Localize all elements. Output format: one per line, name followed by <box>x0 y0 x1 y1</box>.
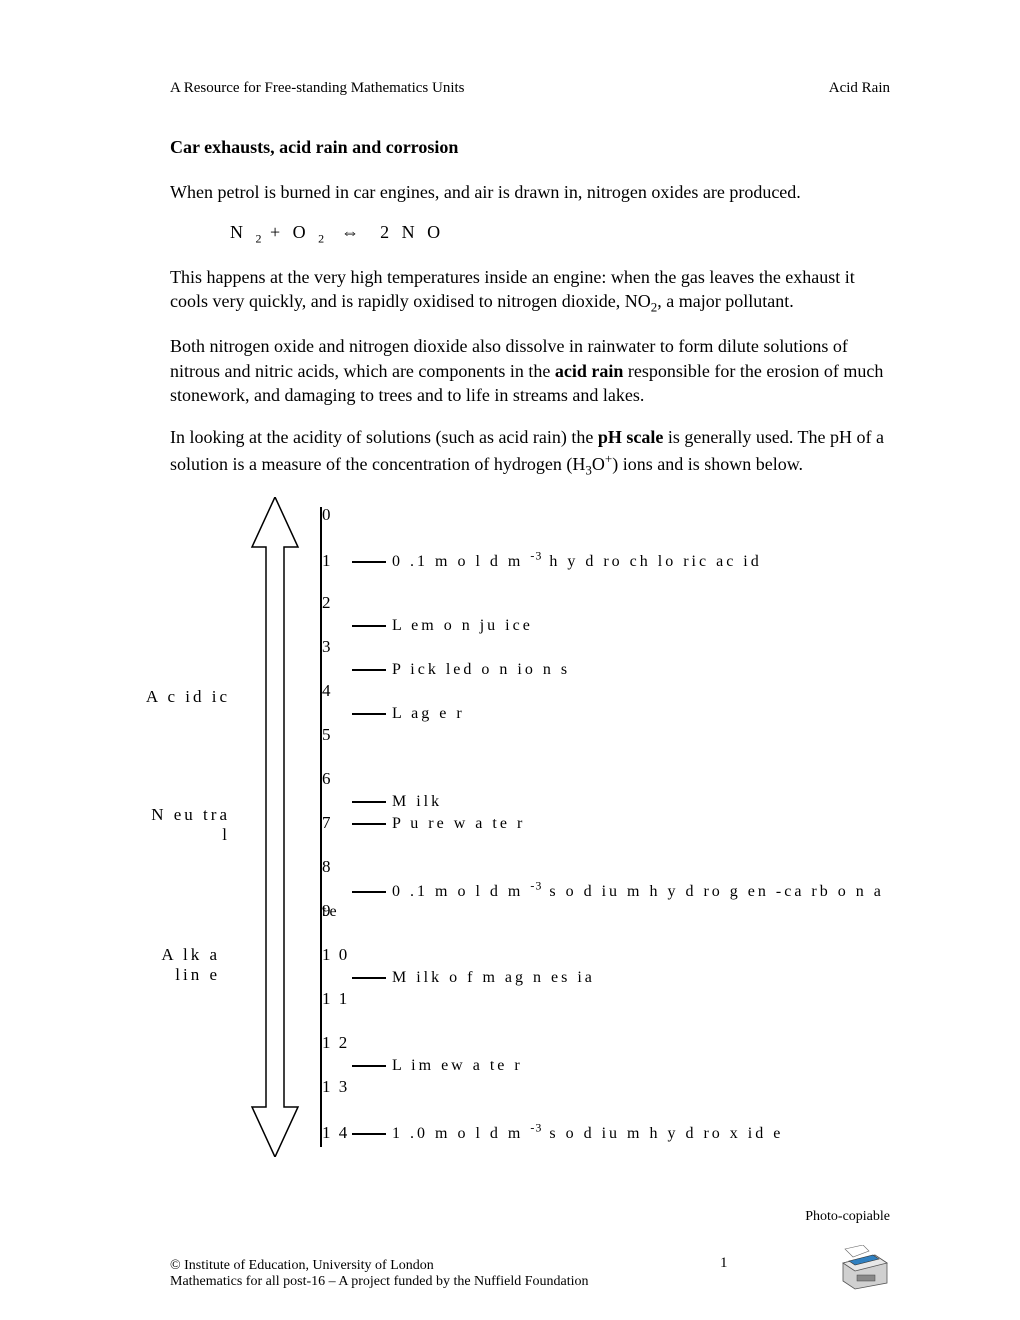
ph-tick: 0 .1 m o l d m -3 s o d iu m h y d ro g … <box>322 879 890 921</box>
ph-tick-number: 1 0 <box>322 945 350 965</box>
ph-tick-label: M ilk o f m ag n es ia <box>392 969 595 986</box>
ph-scale-diagram: A c id ic N eu tra l A lk a lin e 010 .1… <box>170 497 890 1177</box>
ph-tick-number: 9 <box>322 901 350 921</box>
footer-copyright: © Institute of Education, University of … <box>170 1258 890 1274</box>
p3b-bold: acid rain <box>555 361 624 381</box>
ph-tick-label: 0 .1 m o l d m -3 s o d iu m h y d ro g … <box>322 883 884 920</box>
ph-tick-number: 8 <box>322 857 350 877</box>
ph-tick-number: 1 2 <box>322 1033 350 1053</box>
photo-copiable-label: Photo-copiable <box>805 1209 890 1225</box>
ph-tick-dash <box>352 801 386 803</box>
header-right: Acid Rain <box>829 80 890 97</box>
ph-tick-label: L im ew a te r <box>392 1057 523 1074</box>
ph-tick-number: 6 <box>322 769 350 789</box>
p2b: , a major pollutant. <box>657 291 793 311</box>
ph-tick: L im ew a te r <box>322 1055 523 1075</box>
ph-tick-dash <box>352 1065 386 1067</box>
p4b-bold: pH scale <box>598 427 664 447</box>
p4a: In looking at the acidity of solutions (… <box>170 427 598 447</box>
ph-tick: 9 <box>322 901 350 921</box>
ph-tick: P ick led o n io n s <box>322 659 570 679</box>
footer-line2: Mathematics for all post-16 – A project … <box>170 1274 890 1290</box>
p4d: ) ions and is shown below. <box>612 454 803 474</box>
ph-tick-number: 0 <box>322 505 350 525</box>
ph-tick: L ag e r <box>322 703 465 723</box>
ph-tick-label: 0 .1 m o l d m -3 h y d ro ch lo ric ac … <box>392 553 762 570</box>
ph-tick-dash <box>352 625 386 627</box>
ph-tick-number: 3 <box>322 637 350 657</box>
ph-tick-label: L ag e r <box>392 705 465 722</box>
ph-tick-dash <box>352 561 386 563</box>
ph-tick: 8 <box>322 857 350 877</box>
ph-tick: 1 0 .1 m o l d m -3 h y d ro ch lo ric ac… <box>322 549 762 571</box>
ph-tick-label: M ilk <box>392 793 442 810</box>
ph-tick-dash <box>352 891 386 893</box>
ph-tick: 5 <box>322 725 350 745</box>
ph-tick: M ilk <box>322 791 442 811</box>
ph-tick: 7 P u re w a te r <box>322 813 525 833</box>
ph-tick-dash <box>352 977 386 979</box>
page-footer: © Institute of Education, University of … <box>170 1258 890 1290</box>
ph-tick: 1 2 <box>322 1033 350 1053</box>
ph-tick: M ilk o f m ag n es ia <box>322 967 595 987</box>
ph-tick-number: 1 <box>322 551 350 571</box>
label-neutral: N eu tra l <box>140 805 230 845</box>
ph-tick-label: P ick led o n io n s <box>392 661 570 678</box>
ph-tick-dash <box>352 823 386 825</box>
ph-tick-number: 1 1 <box>322 989 350 1009</box>
oxygen-o: O <box>592 454 605 474</box>
paragraph-2: This happens at the very high temperatur… <box>170 265 890 316</box>
ph-tick-number: 5 <box>322 725 350 745</box>
ph-tick: 1 4 1 .0 m o l d m -3 s o d iu m h y d ro… <box>322 1121 783 1143</box>
label-acidic: A c id ic <box>140 687 230 707</box>
ph-tick-dash <box>352 669 386 671</box>
ph-tick: 1 1 <box>322 989 350 1009</box>
ph-tick-dash <box>352 1133 386 1135</box>
page-header: A Resource for Free-standing Mathematics… <box>170 80 890 97</box>
page-title: Car exhausts, acid rain and corrosion <box>170 137 890 158</box>
ph-tick-number: 4 <box>322 681 350 701</box>
ph-tick: 2 <box>322 593 350 613</box>
ph-tick-number: 1 4 <box>322 1123 350 1143</box>
ph-tick-number: 1 3 <box>322 1077 350 1097</box>
photocopier-icon <box>835 1245 890 1290</box>
paragraph-3: Both nitrogen oxide and nitrogen dioxide… <box>170 334 890 407</box>
ph-tick: 1 3 <box>322 1077 350 1097</box>
paragraph-4: In looking at the acidity of solutions (… <box>170 425 890 478</box>
ph-tick: 1 0 <box>322 945 350 965</box>
label-alkaline: A lk a lin e <box>130 945 220 985</box>
ph-tick-label: P u re w a te r <box>392 815 525 832</box>
ph-tick: 6 <box>322 769 350 789</box>
ph-arrow <box>250 497 300 1157</box>
ph-tick: 3 <box>322 637 350 657</box>
ph-tick-number: 7 <box>322 813 350 833</box>
page-number: 1 <box>720 1255 728 1272</box>
ph-tick-label: L em o n ju ice <box>392 617 533 634</box>
ph-tick-number: 2 <box>322 593 350 613</box>
ph-tick: L em o n ju ice <box>322 615 533 635</box>
ph-tick-dash <box>352 713 386 715</box>
paragraph-1: When petrol is burned in car engines, an… <box>170 180 890 204</box>
ph-tick: 0 <box>322 505 350 525</box>
header-left: A Resource for Free-standing Mathematics… <box>170 80 465 97</box>
ph-tick-label: 1 .0 m o l d m -3 s o d iu m h y d ro x … <box>392 1125 783 1142</box>
chemical-equation: N 2 + O 2 ⇔ 2 N O <box>230 222 890 247</box>
ph-tick: 4 <box>322 681 350 701</box>
